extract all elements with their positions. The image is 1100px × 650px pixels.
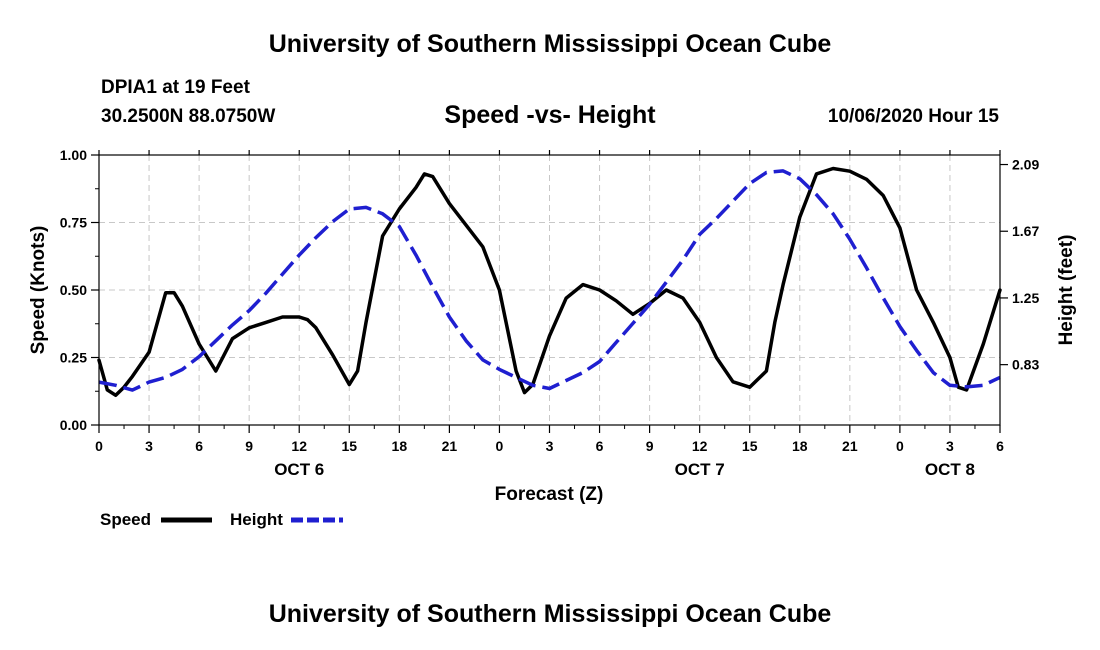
legend: Speed Height [100, 510, 343, 529]
x-tick-label: 3 [946, 438, 954, 454]
page-title: University of Southern Mississippi Ocean… [268, 30, 832, 58]
station-coordinates: 30.2500N 88.0750W [101, 106, 276, 127]
forecast-datetime: 10/06/2020 Hour 15 [827, 106, 999, 127]
x-tick-label: 12 [291, 438, 307, 454]
series-speed-line [97, 166, 1002, 398]
x-tick-label: 6 [596, 438, 604, 454]
x-tick-label: 6 [996, 438, 1004, 454]
x-tick-label: 0 [496, 438, 504, 454]
x-tick-label: 18 [792, 438, 808, 454]
x-tick-label: 0 [896, 438, 904, 454]
x-tick-label: 0 [95, 438, 103, 454]
day-label: OCT 8 [925, 460, 975, 479]
x-tick-label: 18 [392, 438, 408, 454]
day-label: OCT 7 [675, 460, 725, 479]
day-label: OCT 6 [274, 460, 324, 479]
series-height-line [98, 169, 1001, 392]
y2-tick-label: 1.67 [1012, 223, 1039, 239]
y2-axis-label: Height (feet) [1056, 235, 1077, 346]
y-tick-label: 0.00 [60, 417, 87, 433]
grid [99, 155, 1000, 425]
x-tick-label: 15 [742, 438, 758, 454]
x-tick-label: 12 [692, 438, 708, 454]
x-tick-label: 3 [546, 438, 554, 454]
series-layer [97, 166, 1002, 398]
y-tick-label: 0.25 [60, 350, 87, 366]
y2-tick-label: 0.83 [1012, 357, 1039, 373]
legend-height-label: Height [230, 510, 283, 529]
y-axis-label: Speed (Knots) [28, 226, 49, 355]
x-tick-label: 21 [842, 438, 858, 454]
chart-subtitle: Speed -vs- Height [444, 101, 656, 129]
y2-tick-label: 1.25 [1012, 290, 1039, 306]
x-tick-label: 9 [245, 438, 253, 454]
x-tick-label: 6 [195, 438, 203, 454]
station-label: DPIA1 at 19 Feet [101, 77, 250, 98]
legend-speed-label: Speed [100, 510, 151, 529]
x-tick-label: 3 [145, 438, 153, 454]
x-tick-label: 21 [442, 438, 458, 454]
y-tick-label: 0.75 [60, 215, 87, 231]
axes: 0 3 6 9 12 15 18 21 0 3 6 9 12 15 18 21 0 3 6 OCT 6 OCT 7 OCT… [60, 147, 1040, 479]
y2-tick-label: 2.09 [1012, 157, 1039, 173]
x-axis-label: Forecast (Z) [495, 484, 604, 505]
y-tick-label: 1.00 [60, 147, 87, 163]
footer-title: University of Southern Mississippi Ocean… [268, 600, 832, 628]
x-tick-label: 15 [341, 438, 357, 454]
y-tick-label: 0.50 [60, 282, 87, 298]
x-tick-label: 9 [646, 438, 654, 454]
